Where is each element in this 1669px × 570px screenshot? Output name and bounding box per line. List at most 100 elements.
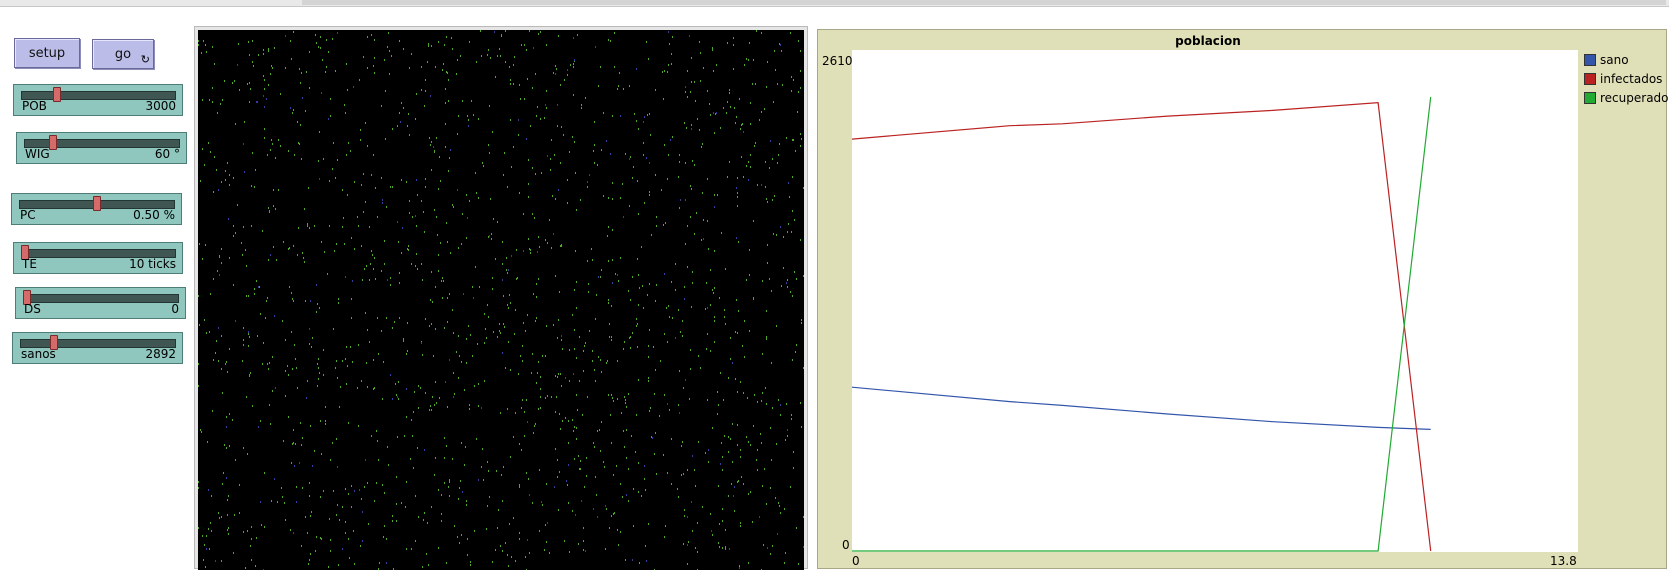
agent-mark [310,553,311,555]
agent-mark [656,473,657,475]
slider-handle[interactable] [53,87,62,102]
agent-mark [679,207,680,209]
agent-mark [362,511,363,513]
agent-mark [583,370,584,372]
agent-mark [432,396,433,398]
scrollbar-thumb[interactable] [302,0,1666,5]
agent-mark [296,367,297,369]
agent-mark [750,491,751,493]
agent-mark [325,406,326,408]
slider-track[interactable] [21,91,176,100]
agent-mark [750,444,751,446]
agent-mark [457,133,458,135]
agent-mark [547,155,548,157]
agent-mark [357,387,358,389]
agent-mark [348,538,349,540]
slider-track[interactable] [23,294,179,303]
setup-button[interactable]: setup [14,38,80,68]
agent-mark [576,307,577,309]
slider-handle[interactable] [49,335,58,350]
agent-mark [384,240,385,242]
agent-mark [337,377,338,379]
agent-mark [753,298,754,300]
agent-mark [316,42,317,44]
slider-track[interactable] [20,339,176,348]
legend-swatch [1584,91,1596,104]
agent-mark [600,66,601,68]
agent-mark [599,429,600,431]
slider-ds[interactable]: DS 0 [15,287,186,319]
agent-mark [453,372,454,374]
agent-mark [641,495,642,497]
agent-mark [212,87,213,89]
agent-mark [523,250,524,252]
agent-mark [644,465,645,467]
agent-mark [761,184,762,186]
slider-value: 2892 [145,347,176,361]
agent-mark [585,97,586,99]
slider-te[interactable]: TE 10 ticks [13,242,183,274]
agent-mark [533,432,534,434]
agent-mark [626,457,627,459]
agent-mark [536,115,537,117]
agent-mark [489,496,490,498]
agent-mark [683,387,684,389]
agent-mark [505,61,506,63]
agent-mark [668,154,669,156]
agent-mark [780,226,781,228]
agent-mark [781,50,782,52]
agent-mark [461,243,462,245]
agent-mark [780,414,781,416]
agent-mark [766,338,767,340]
agent-mark [205,244,206,246]
agent-mark [586,457,587,459]
slider-pc[interactable]: PC 0.50 % [11,193,182,225]
agent-mark [544,549,545,551]
top-scrollbar[interactable] [0,0,1669,7]
agent-mark [729,161,730,163]
agent-mark [803,546,804,548]
agent-mark [771,362,772,364]
agent-mark [783,236,784,238]
agent-mark [669,43,670,45]
agent-mark [421,66,422,68]
slider-handle[interactable] [49,135,58,150]
agent-mark [429,325,430,327]
agent-mark [560,428,561,430]
agent-mark [540,396,541,398]
slider-track[interactable] [24,139,180,148]
agent-mark [618,280,619,282]
agent-mark [766,310,767,312]
legend-item-recuperado: recuperado [1584,88,1669,107]
agent-mark [561,339,562,341]
slider-wig[interactable]: WIG 60 ° [16,132,187,164]
go-button[interactable]: go ↻ [92,39,154,69]
agent-mark [514,333,515,335]
slider-handle[interactable] [21,245,29,260]
slider-pob[interactable]: POB 3000 [13,84,183,116]
agent-mark [554,154,555,156]
agent-mark [573,37,574,39]
agent-mark [432,301,433,303]
world-view[interactable] [198,30,804,570]
agent-mark [387,446,388,448]
agent-mark [338,298,339,300]
agent-mark [373,268,374,270]
agent-mark [513,146,514,148]
agent-mark [497,221,498,223]
agent-mark [385,138,386,140]
slider-sanos[interactable]: sanos 2892 [12,332,183,364]
agent-mark [498,509,499,511]
slider-handle[interactable] [93,196,101,211]
agent-mark [198,363,199,365]
agent-mark [523,213,524,215]
agent-mark [262,230,263,232]
agent-mark [401,102,402,104]
agent-mark [691,188,692,190]
agent-mark [243,327,244,329]
agent-mark [733,68,734,70]
slider-handle[interactable] [23,290,31,305]
agent-mark [679,154,680,156]
agent-mark [749,274,750,276]
agent-mark [415,118,416,120]
